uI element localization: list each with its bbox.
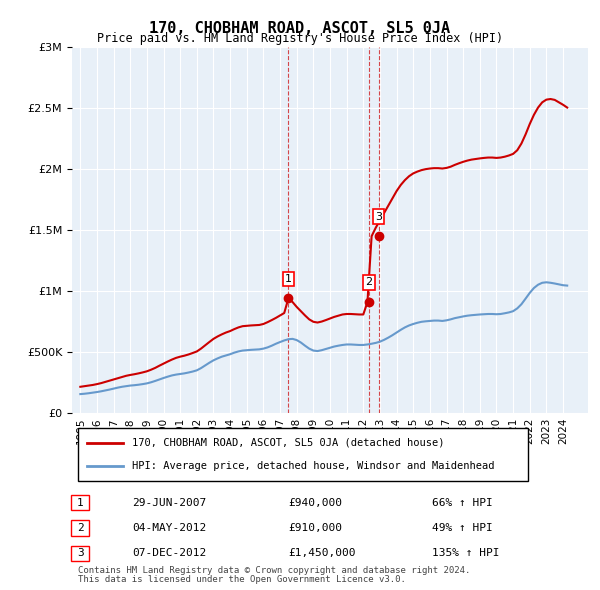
- Text: HPI: Average price, detached house, Windsor and Maidenhead: HPI: Average price, detached house, Wind…: [132, 461, 494, 471]
- Text: 3: 3: [375, 212, 382, 222]
- Text: 170, CHOBHAM ROAD, ASCOT, SL5 0JA: 170, CHOBHAM ROAD, ASCOT, SL5 0JA: [149, 21, 451, 35]
- Text: 04-MAY-2012: 04-MAY-2012: [132, 523, 206, 533]
- Text: This data is licensed under the Open Government Licence v3.0.: This data is licensed under the Open Gov…: [78, 575, 406, 584]
- Text: 1: 1: [285, 274, 292, 284]
- Text: 66% ↑ HPI: 66% ↑ HPI: [432, 498, 493, 507]
- Text: £1,450,000: £1,450,000: [288, 549, 355, 558]
- Text: £910,000: £910,000: [288, 523, 342, 533]
- Text: 07-DEC-2012: 07-DEC-2012: [132, 549, 206, 558]
- Text: 49% ↑ HPI: 49% ↑ HPI: [432, 523, 493, 533]
- Text: 135% ↑ HPI: 135% ↑ HPI: [432, 549, 499, 558]
- Text: £940,000: £940,000: [288, 498, 342, 507]
- Text: 29-JUN-2007: 29-JUN-2007: [132, 498, 206, 507]
- Text: 1: 1: [77, 498, 84, 507]
- FancyBboxPatch shape: [78, 428, 528, 481]
- Text: 2: 2: [77, 523, 84, 533]
- Text: 2: 2: [365, 277, 373, 287]
- Text: Price paid vs. HM Land Registry's House Price Index (HPI): Price paid vs. HM Land Registry's House …: [97, 32, 503, 45]
- Text: 3: 3: [77, 549, 84, 558]
- Text: 170, CHOBHAM ROAD, ASCOT, SL5 0JA (detached house): 170, CHOBHAM ROAD, ASCOT, SL5 0JA (detac…: [132, 438, 445, 448]
- Text: Contains HM Land Registry data © Crown copyright and database right 2024.: Contains HM Land Registry data © Crown c…: [78, 566, 470, 575]
